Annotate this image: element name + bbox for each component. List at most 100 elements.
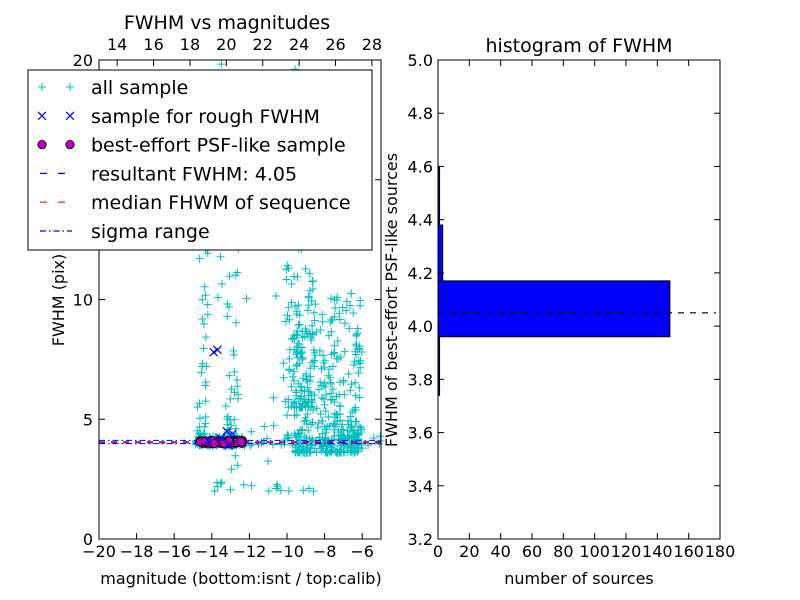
all-sample-point: [323, 422, 332, 431]
all-sample-point: [304, 391, 313, 400]
all-sample-point: [327, 327, 336, 336]
all-sample-point: [346, 412, 355, 421]
all-sample-point: [223, 312, 232, 321]
all-sample-point: [307, 335, 316, 344]
all-sample-point: [330, 431, 339, 440]
all-sample-point: [217, 60, 226, 69]
all-sample-point: [303, 306, 312, 315]
all-sample-point: [307, 396, 316, 405]
all-sample-point: [310, 444, 319, 453]
all-sample-point: [310, 391, 319, 400]
all-sample-point: [284, 403, 293, 412]
all-sample-point: [231, 451, 240, 460]
all-sample-point: [348, 426, 357, 435]
histogram-x-tick-label: 80: [553, 542, 573, 561]
all-sample-point: [200, 282, 209, 291]
all-sample-point: [335, 315, 344, 324]
all-sample-point: [201, 397, 210, 406]
scatter-title: FWHM vs magnitudes: [124, 12, 330, 34]
all-sample-point: [314, 385, 323, 394]
all-sample-point: [330, 420, 339, 429]
all-sample-point: [296, 382, 305, 391]
scatter-top-tick-label: 20: [216, 35, 236, 54]
all-sample-point: [283, 261, 292, 270]
all-sample-point: [336, 410, 345, 419]
all-sample-point: [347, 421, 356, 430]
all-sample-point: [312, 448, 321, 457]
all-sample-point: [210, 487, 219, 496]
all-sample-point: [310, 308, 319, 317]
all-sample-point: [298, 355, 307, 364]
all-sample-point: [198, 314, 207, 323]
all-sample-point: [342, 297, 351, 306]
all-sample-point: [223, 414, 232, 423]
all-sample-point: [271, 291, 280, 300]
all-sample-point: [233, 268, 242, 277]
all-sample-point: [293, 345, 302, 354]
all-sample-point: [320, 363, 329, 372]
all-sample-point: [230, 367, 239, 376]
all-sample-point: [352, 341, 361, 350]
all-sample-point: [304, 301, 313, 310]
psf-sample-point: [219, 438, 229, 448]
all-sample-point: [346, 447, 355, 456]
all-sample-point: [324, 331, 333, 340]
all-sample-point: [283, 311, 292, 320]
scatter-x-tick-label: −6: [350, 542, 374, 561]
all-sample-point: [299, 374, 308, 383]
all-sample-point: [356, 301, 365, 310]
histogram-y-tick-label: 4.4: [408, 211, 433, 230]
all-sample-point: [295, 442, 304, 451]
histogram-x-tick-label: 20: [459, 542, 479, 561]
all-sample-point: [352, 417, 361, 426]
all-sample-point: [229, 350, 238, 359]
all-sample-point: [320, 378, 329, 387]
all-sample-point: [247, 440, 256, 449]
all-sample-point: [346, 386, 355, 395]
all-sample-point: [304, 484, 313, 493]
scatter-top-tick-label: 16: [143, 35, 163, 54]
scatter-x-tick-label: −8: [313, 542, 337, 561]
all-sample-point: [298, 333, 307, 342]
all-sample-point: [221, 401, 230, 410]
all-sample-point: [344, 369, 353, 378]
all-sample-point: [247, 481, 256, 490]
all-sample-point: [231, 424, 240, 433]
rough-sample-point: [213, 345, 222, 355]
all-sample-point: [297, 441, 306, 450]
legend-entry: best-effort PSF-like sample: [37, 135, 346, 157]
all-sample-point: [318, 435, 327, 444]
scatter-top-tick-label: 28: [362, 35, 382, 54]
all-sample-point: [292, 410, 301, 419]
all-sample-point: [351, 378, 360, 387]
all-sample-point: [284, 303, 293, 312]
all-sample-point: [301, 324, 310, 333]
legend-box: [27, 69, 373, 251]
all-sample-point: [352, 340, 361, 349]
all-sample-point: [358, 444, 367, 453]
legend-plus-marker: [38, 83, 46, 91]
all-sample-point: [302, 369, 311, 378]
histogram-y-ticks: 3.2 3.4 3.6 3.8 4.0 4.2 4.4 4.6 4.8 5.0: [408, 51, 720, 549]
all-sample-point: [302, 446, 311, 455]
all-sample-point: [224, 412, 233, 421]
legend-entry: all sample: [38, 77, 188, 99]
all-sample-point: [293, 326, 302, 335]
all-sample-point: [331, 303, 340, 312]
all-sample-point: [296, 403, 305, 412]
all-sample-point: [332, 354, 341, 363]
all-sample-point: [298, 425, 307, 434]
histogram-y-tick-label: 3.2: [408, 530, 433, 549]
rough-sample-point: [228, 429, 237, 439]
histogram-panel: histogram of FWHM 0 20 40 60 80 100 120 140 160 1…: [382, 35, 735, 588]
histogram-x-tick-label: 120: [611, 542, 642, 561]
scatter-y-tick-label: 10: [73, 291, 93, 310]
all-sample-point: [301, 264, 310, 273]
all-sample-point: [233, 382, 242, 391]
histogram-y-tick-label: 4.8: [408, 104, 433, 123]
all-sample-point: [264, 487, 273, 496]
all-sample-point: [347, 380, 356, 389]
scatter-x-ticks: −20 −18 −16 −14 −12 −10 −8 −6: [82, 533, 374, 561]
all-sample-point: [355, 383, 364, 392]
